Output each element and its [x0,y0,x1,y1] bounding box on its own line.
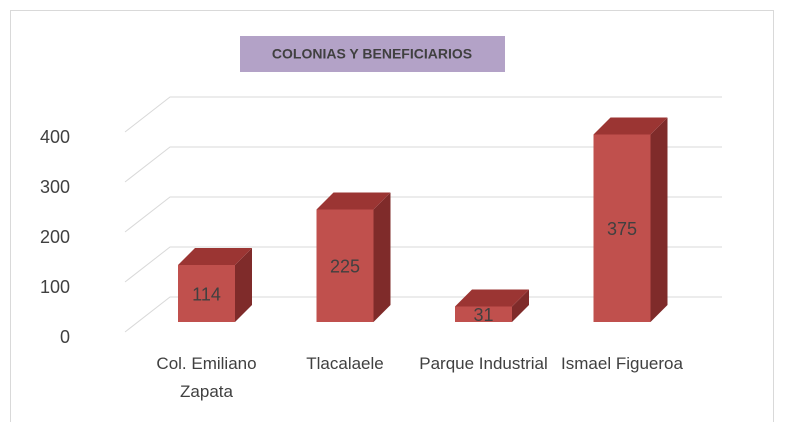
bar-top [455,289,529,307]
bar [316,192,391,322]
bar [455,289,529,322]
bar-top [316,192,391,210]
bar-side [235,248,252,322]
bar [178,248,252,322]
y-tick-label: 300 [40,177,70,197]
chart-border [10,10,774,422]
x-tick-label: Col. Emiliano Zapata [156,354,257,401]
x-tick-label-box: Tlacalaele [306,354,384,373]
data-label: 225 [330,257,360,277]
bar-front [316,209,374,322]
y-tick-label: 200 [40,227,70,247]
bar-side [650,117,668,322]
y-tick-label: 400 [40,127,70,147]
grid-line [124,146,722,183]
x-tick-label: Tlacalaele [306,354,384,373]
bar-front [178,265,235,322]
bar-side [373,192,391,322]
bar-side [512,289,529,322]
data-label: 31 [473,305,493,325]
x-tick-label-box: Parque Industrial [419,354,548,373]
y-tick-label: 0 [60,327,70,347]
bar-front [593,134,651,322]
bar-top [593,117,668,135]
y-tick-label: 100 [40,277,70,297]
title-box [240,36,505,72]
bar [593,117,668,322]
x-tick-label: Parque Industrial [419,354,548,373]
bar-front [455,306,512,322]
x-tick-label: Ismael Figueroa [561,354,683,373]
data-label: 114 [192,284,221,304]
grid-line [124,196,722,233]
x-tick-label-box: Ismael Figueroa [561,354,683,373]
data-label: 375 [607,219,637,239]
grid-line [124,296,722,333]
chart-title: COLONIAS Y BENEFICIARIOS [272,46,472,62]
grid-line [124,246,722,283]
x-tick-label-box: Col. Emiliano Zapata [156,354,257,401]
grid-line [124,96,722,133]
bar-top [178,248,252,265]
